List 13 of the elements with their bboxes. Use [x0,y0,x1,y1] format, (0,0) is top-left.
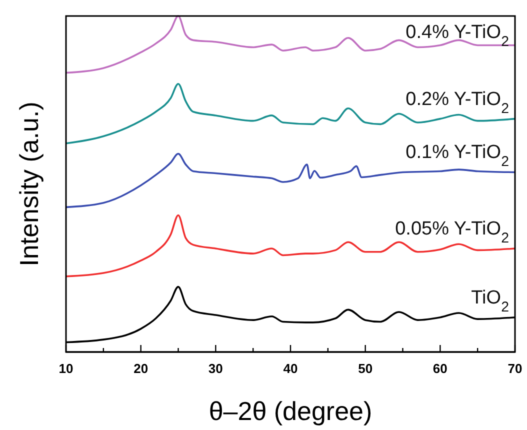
x-tick-label: 60 [432,361,448,376]
x-tick-label: 40 [283,361,298,376]
x-tick-label: 30 [208,361,223,376]
x-tick-label: 20 [134,361,148,376]
x-tick-label: 10 [58,361,74,376]
series-label: 0.05% Y-TiO$_{2}$ [395,218,510,247]
series-label: TiO$_{2}$ [471,287,510,316]
x-tick-label: 70 [508,361,522,376]
series-label: 0.2% Y-TiO$_{2}$ [406,88,510,117]
y-axis-title: Intensity (a.u.) [14,102,44,266]
x-axis-title: θ–2θ (degree) [208,396,372,426]
series-label: 0.1% Y-TiO$_{2}$ [406,142,510,170]
x-tick-label: 50 [358,361,373,376]
